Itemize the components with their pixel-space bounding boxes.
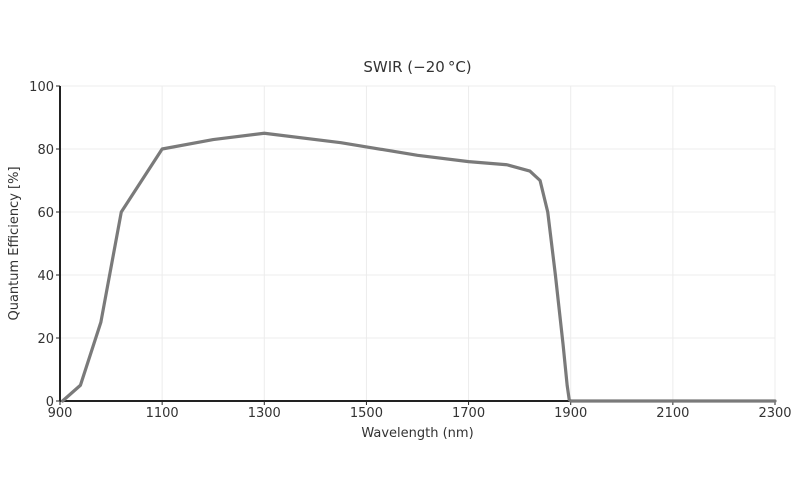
y-tick-label: 0 — [46, 395, 54, 410]
x-tick-label: 1900 — [554, 406, 587, 421]
x-tick-label: 1700 — [452, 406, 485, 421]
y-axis-title: Quantum Efficiency [%] — [7, 166, 22, 320]
series-line — [60, 131, 777, 403]
x-tick-label: 1100 — [146, 406, 179, 421]
axes — [59, 86, 775, 402]
grid — [59, 85, 776, 402]
series — [60, 131, 777, 403]
y-tick-label: 20 — [37, 332, 54, 347]
x-tick-label: 1500 — [350, 406, 383, 421]
y-tick-label: 40 — [37, 269, 54, 284]
x-tick-label: 2100 — [656, 406, 689, 421]
ticks: 900 1100 1300 1500 1700 1900 2100 2300 0 20 40 60 80… — [29, 80, 791, 421]
x-tick-label: 1300 — [248, 406, 281, 421]
y-tick-label: 60 — [37, 206, 54, 221]
y-tick-label: 80 — [37, 143, 54, 158]
x-tick-label: 900 — [48, 406, 73, 421]
y-tick-label: 100 — [29, 80, 54, 95]
chart-title: SWIR (−20 °C) — [363, 58, 471, 76]
x-tick-label: 2300 — [758, 406, 791, 421]
x-axis-title: Wavelength (nm) — [361, 426, 473, 441]
